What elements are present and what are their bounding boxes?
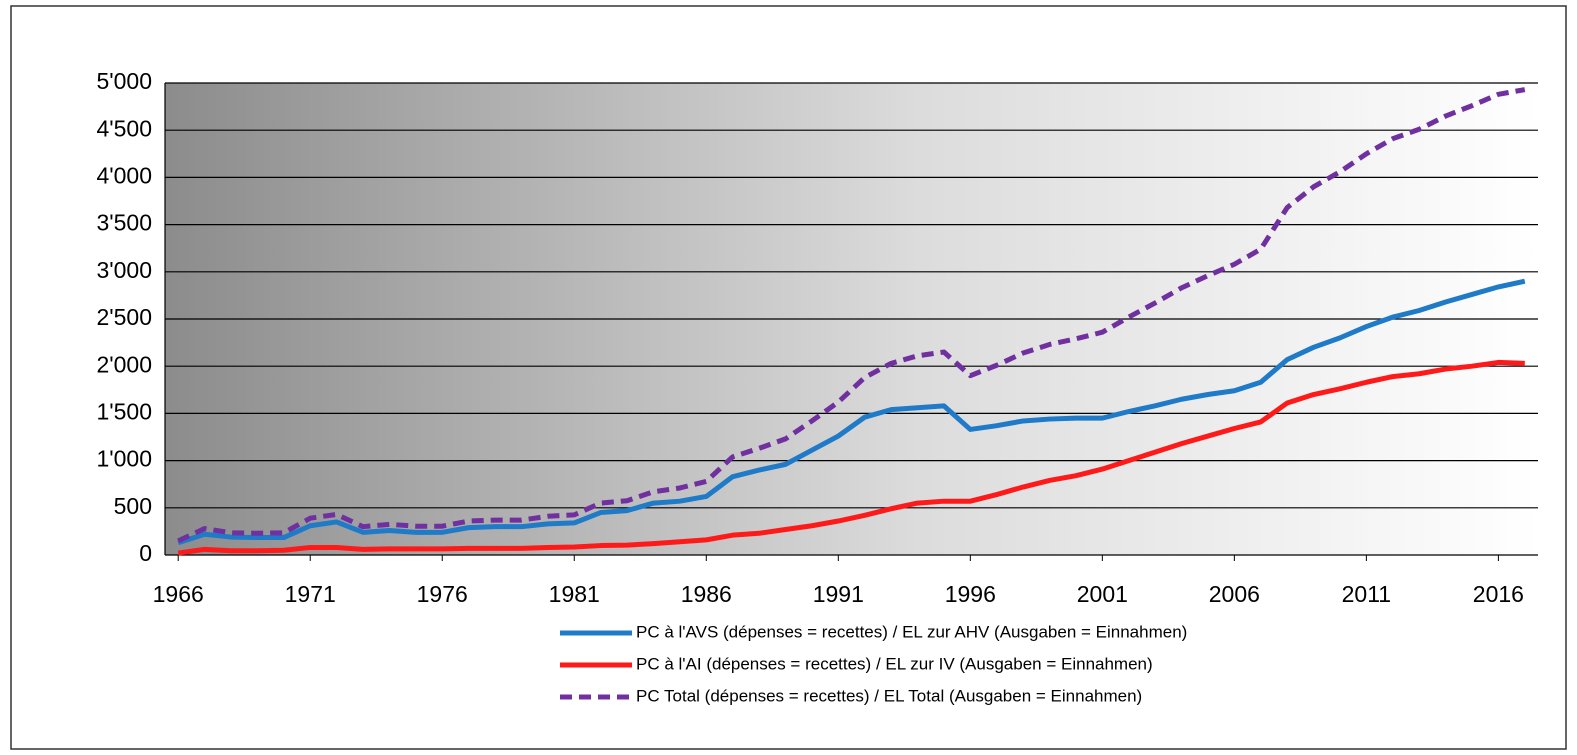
x-tick-label: 2011	[1342, 581, 1391, 607]
x-tick-label: 1996	[945, 581, 996, 607]
y-tick-label: 5'000	[96, 68, 152, 94]
y-tick-label: 4'500	[96, 115, 152, 141]
x-tick-label: 1991	[813, 581, 864, 607]
x-tick-label: 2016	[1473, 581, 1524, 607]
y-tick-label: 500	[114, 493, 152, 519]
x-tick-label: 2006	[1209, 581, 1260, 607]
y-tick-label: 1'500	[96, 398, 152, 424]
legend-label: PC à l'AVS (dépenses = recettes) / EL zu…	[636, 622, 1187, 641]
y-tick-label: 2'000	[96, 351, 152, 377]
x-tick-label: 1971	[285, 581, 336, 607]
x-tick-label: 2001	[1077, 581, 1128, 607]
legend-label: PC Total (dépenses = recettes) / EL Tota…	[636, 686, 1142, 705]
x-tick-label: 1976	[417, 581, 468, 607]
y-tick-label: 0	[139, 540, 152, 566]
data-line	[177, 87, 1526, 544]
x-tick-label: 1966	[153, 581, 204, 607]
x-tick-label: 1981	[549, 581, 600, 607]
y-tick-label: 2'500	[96, 304, 152, 330]
x-tick-label: 1986	[681, 581, 732, 607]
y-tick-label: 1'000	[96, 446, 152, 472]
y-tick-label: 4'000	[96, 162, 152, 188]
legend-label: PC à l'AI (dépenses = recettes) / EL zur…	[636, 654, 1153, 673]
y-tick-label: 3'500	[96, 210, 152, 236]
y-tick-label: 3'000	[96, 257, 152, 283]
data-line	[177, 278, 1526, 546]
data-line	[177, 359, 1525, 556]
